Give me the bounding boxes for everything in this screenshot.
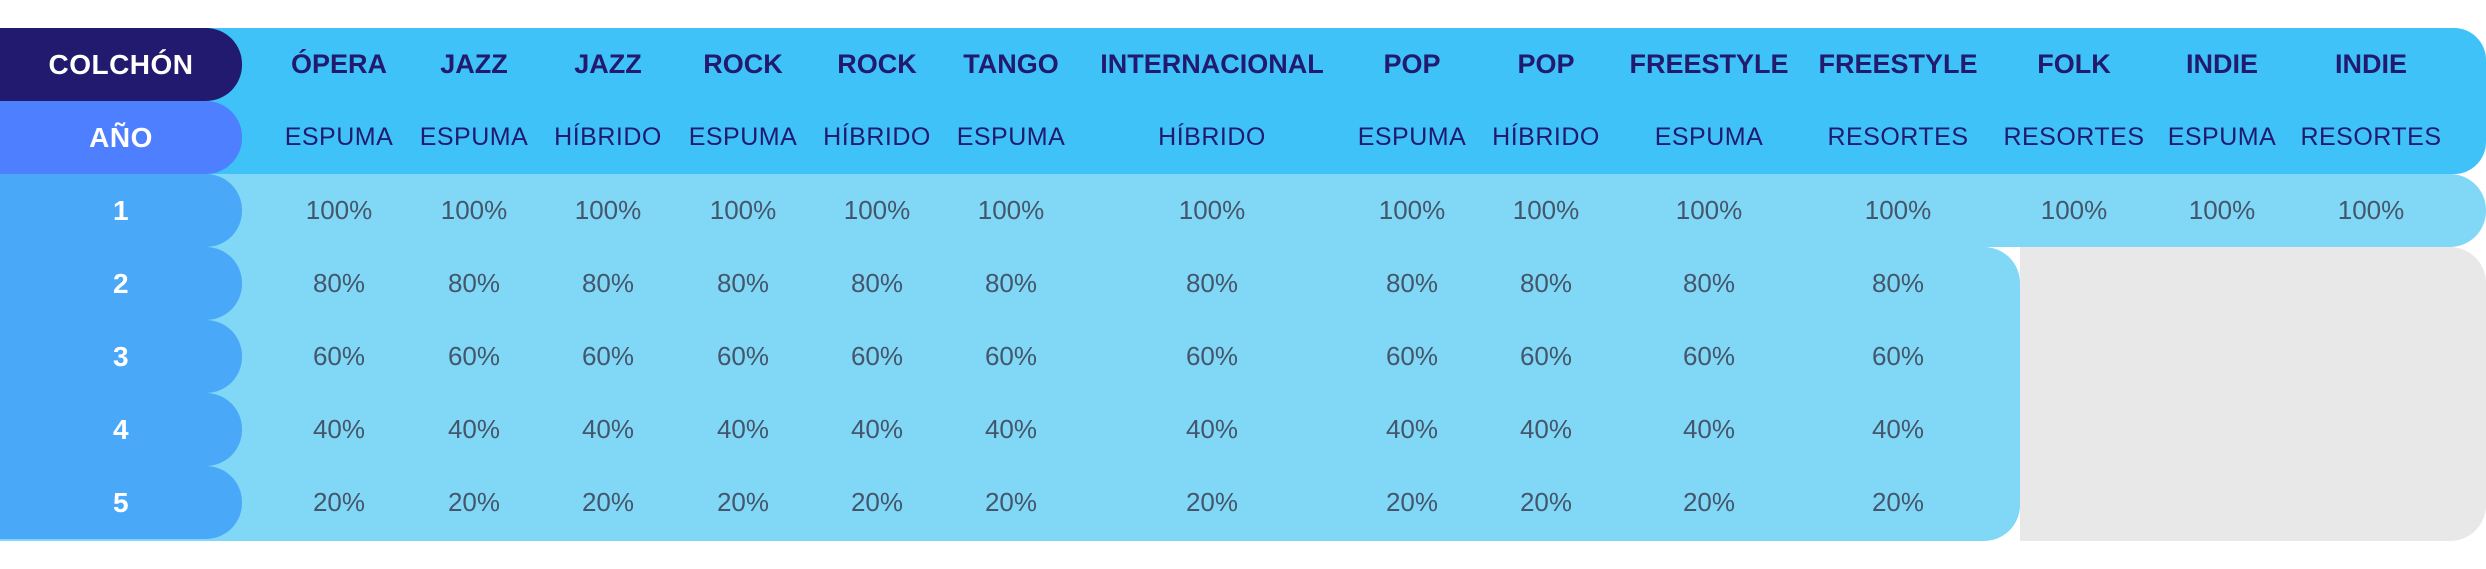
column-type: ESPUMA	[2167, 123, 2277, 151]
year-1-band	[0, 174, 2486, 247]
value-cell: 100%	[574, 195, 642, 225]
value-cell: 40%	[1385, 414, 1439, 444]
value-cell: 20%	[1519, 487, 1573, 517]
value-cell: 40%	[716, 414, 770, 444]
value-cell: 80%	[1519, 268, 1573, 298]
value-cell: 20%	[312, 487, 366, 517]
value-cell: 40%	[1871, 414, 1925, 444]
value-cell: 40%	[312, 414, 366, 444]
column-name: POP	[1517, 49, 1575, 79]
year-label: 3	[0, 320, 242, 393]
value-cell: 60%	[716, 341, 770, 371]
value-cell: 40%	[1682, 414, 1736, 444]
value-cell: 100%	[2040, 195, 2108, 225]
column-type: ESPUMA	[419, 123, 529, 151]
header-band	[0, 28, 2486, 174]
column-name: FREESTYLE	[1629, 49, 1789, 79]
value-cell: 20%	[1385, 487, 1439, 517]
column-name: INDIE	[2334, 49, 2407, 79]
column-type: ESPUMA	[1357, 123, 1467, 151]
empty-cells-band	[2020, 247, 2486, 541]
column-name: ÓPERA	[290, 49, 388, 79]
column-type: ESPUMA	[284, 123, 394, 151]
value-cell: 100%	[2188, 195, 2256, 225]
value-cell: 100%	[440, 195, 508, 225]
value-cell: 80%	[1185, 268, 1239, 298]
value-cell: 40%	[850, 414, 904, 444]
value-cell: 60%	[850, 341, 904, 371]
value-cell: 60%	[581, 341, 635, 371]
value-cell: 40%	[581, 414, 635, 444]
value-cell: 100%	[977, 195, 1045, 225]
value-cell: 20%	[1682, 487, 1736, 517]
column-name: INDIE	[2185, 49, 2258, 79]
warranty-table: COLCHÓN AÑO ÓPERA ESPUMA JAZZ ESPUMA JAZZ HÍB…	[0, 28, 2486, 541]
value-cell: 60%	[984, 341, 1038, 371]
value-cell: 40%	[984, 414, 1038, 444]
year-label: 1	[0, 174, 242, 247]
column-type: HÍBRIDO	[554, 123, 662, 151]
value-cell: 20%	[984, 487, 1038, 517]
column-type: ESPUMA	[1654, 123, 1764, 151]
value-cell: 80%	[447, 268, 501, 298]
column-type: HÍBRIDO	[823, 123, 931, 151]
year-label: 5	[0, 466, 242, 539]
column-type: RESORTES	[2300, 123, 2442, 151]
value-cell: 100%	[709, 195, 777, 225]
column-name: JAZZ	[440, 49, 508, 79]
value-cell: 80%	[581, 268, 635, 298]
value-cell: 20%	[581, 487, 635, 517]
value-cell: 80%	[1871, 268, 1925, 298]
value-cell: 20%	[716, 487, 770, 517]
value-cell: 40%	[447, 414, 501, 444]
value-cell: 20%	[1185, 487, 1239, 517]
value-cell: 60%	[1185, 341, 1239, 371]
value-cell: 60%	[1682, 341, 1736, 371]
value-cell: 100%	[1178, 195, 1246, 225]
value-cell: 100%	[305, 195, 373, 225]
column-type: RESORTES	[2003, 123, 2145, 151]
value-cell: 80%	[1385, 268, 1439, 298]
value-cell: 100%	[1675, 195, 1743, 225]
value-cell: 80%	[716, 268, 770, 298]
value-cell: 60%	[1519, 341, 1573, 371]
column-name: TANGO	[963, 49, 1059, 79]
value-cell: 100%	[1864, 195, 1932, 225]
value-cell: 100%	[1378, 195, 1446, 225]
value-cell: 80%	[850, 268, 904, 298]
column-name: JAZZ	[574, 49, 642, 79]
value-cell: 60%	[1871, 341, 1925, 371]
column-type: RESORTES	[1827, 123, 1969, 151]
column-type: ESPUMA	[956, 123, 1066, 151]
value-cell: 20%	[447, 487, 501, 517]
column-type: HÍBRIDO	[1158, 123, 1266, 151]
colchon-label: COLCHÓN	[0, 28, 242, 101]
value-cell: 80%	[312, 268, 366, 298]
year-label: 4	[0, 393, 242, 466]
column-type: HÍBRIDO	[1492, 123, 1600, 151]
value-cell: 60%	[447, 341, 501, 371]
value-cell: 40%	[1185, 414, 1239, 444]
value-cell: 20%	[1871, 487, 1925, 517]
value-cell: 40%	[1519, 414, 1573, 444]
column-name: INTERNACIONAL	[1100, 49, 1324, 79]
column-name: FOLK	[2037, 49, 2111, 79]
year-label: 2	[0, 247, 242, 320]
value-cell: 100%	[1512, 195, 1580, 225]
value-cell: 100%	[843, 195, 911, 225]
value-cell: 60%	[1385, 341, 1439, 371]
column-name: FREESTYLE	[1818, 49, 1978, 79]
column-name: POP	[1383, 49, 1441, 79]
column-name: ROCK	[703, 49, 783, 79]
column-name: ROCK	[837, 49, 917, 79]
years-2-5-band	[0, 247, 2020, 541]
value-cell: 100%	[2337, 195, 2405, 225]
value-cell: 80%	[1682, 268, 1736, 298]
value-cell: 20%	[850, 487, 904, 517]
anio-label: AÑO	[0, 101, 242, 174]
value-cell: 80%	[984, 268, 1038, 298]
column-type: ESPUMA	[688, 123, 798, 151]
value-cell: 60%	[312, 341, 366, 371]
